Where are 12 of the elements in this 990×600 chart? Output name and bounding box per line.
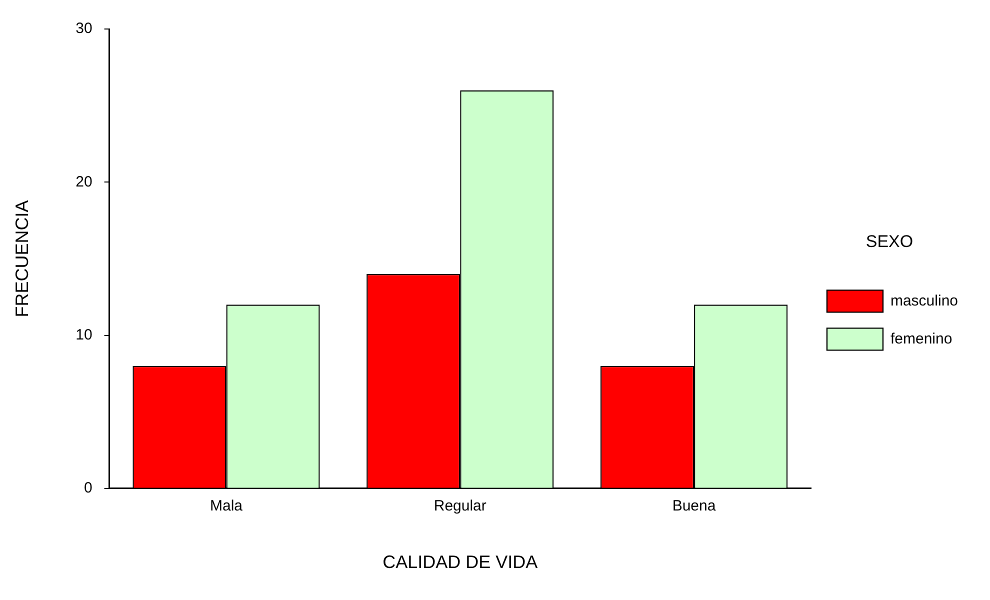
x-tick-label: Regular bbox=[434, 498, 486, 515]
y-tick-label: 0 bbox=[84, 480, 92, 497]
legend-title: SEXO bbox=[866, 232, 914, 251]
x-tick-label: Mala bbox=[210, 498, 244, 515]
x-axis-title: CALIDAD DE VIDA bbox=[382, 552, 538, 572]
y-tick-label: 30 bbox=[76, 20, 92, 38]
legend-label: masculino bbox=[890, 292, 958, 310]
y-axis-title: FRECUENCIA bbox=[12, 200, 32, 318]
y-tick-label: 20 bbox=[76, 173, 92, 190]
x-tick-label: Buena bbox=[672, 498, 716, 515]
legend-label: femenino bbox=[890, 330, 952, 348]
y-tick-label: 10 bbox=[76, 326, 92, 344]
